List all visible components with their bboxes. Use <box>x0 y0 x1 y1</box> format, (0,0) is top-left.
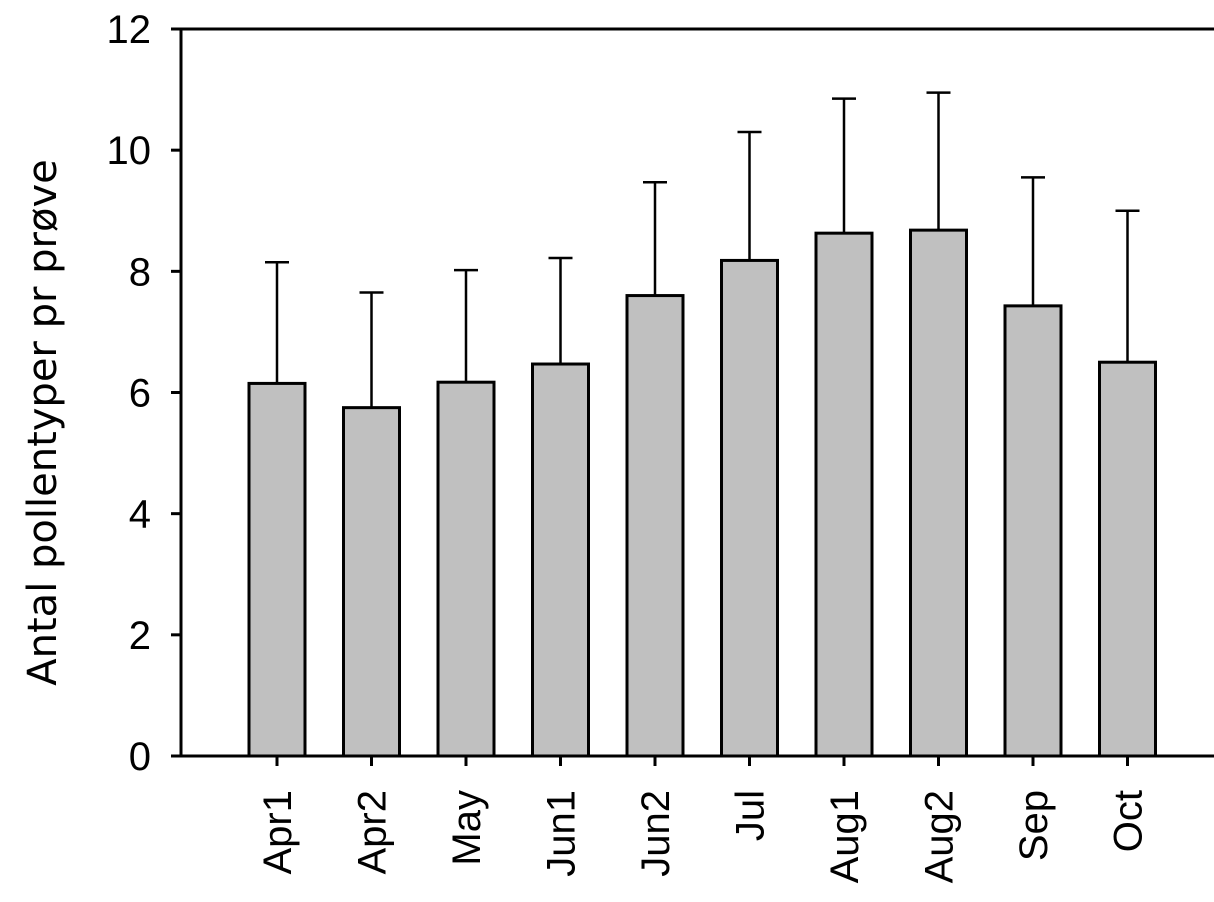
x-tick-label: Jun2 <box>634 790 678 877</box>
y-axis-ticks: 0 2 4 6 8 10 12 <box>107 8 181 779</box>
error-bar-oct <box>1115 209 1140 363</box>
bar-jun1 <box>531 362 590 758</box>
x-tick-label: Apr2 <box>351 790 395 875</box>
error-bar-jul <box>737 130 762 261</box>
bar-may <box>436 380 496 758</box>
error-bar-sep <box>1021 176 1045 306</box>
y-tick-label: 0 <box>129 735 151 779</box>
x-tick-label: Apr1 <box>256 790 300 875</box>
error-bar-aug2 <box>926 91 951 231</box>
bar-apr2 <box>342 406 401 758</box>
error-bar-apr1 <box>265 260 289 384</box>
bar-aug1 <box>814 231 874 758</box>
x-tick-label: Aug2 <box>918 790 962 883</box>
y-tick-label: 8 <box>129 250 151 294</box>
error-bars <box>265 91 1140 408</box>
y-tick-label: 10 <box>107 129 152 173</box>
axes-frame <box>179 27 1214 758</box>
x-tick-label: Aug1 <box>823 790 867 883</box>
bar-jul <box>720 258 779 758</box>
x-tick-label: Jun1 <box>540 790 584 877</box>
x-axis-ticks: Apr1 Apr2 May Jun1 Jun2 Jul Aug1 Aug2 Sep Oct <box>256 756 1151 883</box>
bar-jun2 <box>625 294 685 758</box>
y-axis-label: Antal pollentyper pr prøve <box>20 159 66 685</box>
bar-aug2 <box>909 228 968 758</box>
y-tick-label: 2 <box>129 614 151 658</box>
bar-sep <box>1003 304 1063 758</box>
error-bar-may <box>454 268 478 383</box>
bars <box>247 228 1157 758</box>
y-tick-label: 12 <box>107 8 152 52</box>
error-bar-aug1 <box>832 97 856 234</box>
x-tick-label: Sep <box>1012 790 1056 861</box>
error-bar-jun2 <box>643 181 667 296</box>
error-bar-jun1 <box>548 256 573 365</box>
x-tick-label: May <box>445 790 489 866</box>
bar-apr1 <box>247 381 307 758</box>
bar-oct <box>1098 360 1157 758</box>
error-bar-apr2 <box>359 291 384 408</box>
y-tick-label: 4 <box>129 493 151 537</box>
x-tick-label: Jul <box>729 790 773 841</box>
y-tick-label: 6 <box>129 372 151 416</box>
x-tick-label: Oct <box>1107 790 1151 852</box>
